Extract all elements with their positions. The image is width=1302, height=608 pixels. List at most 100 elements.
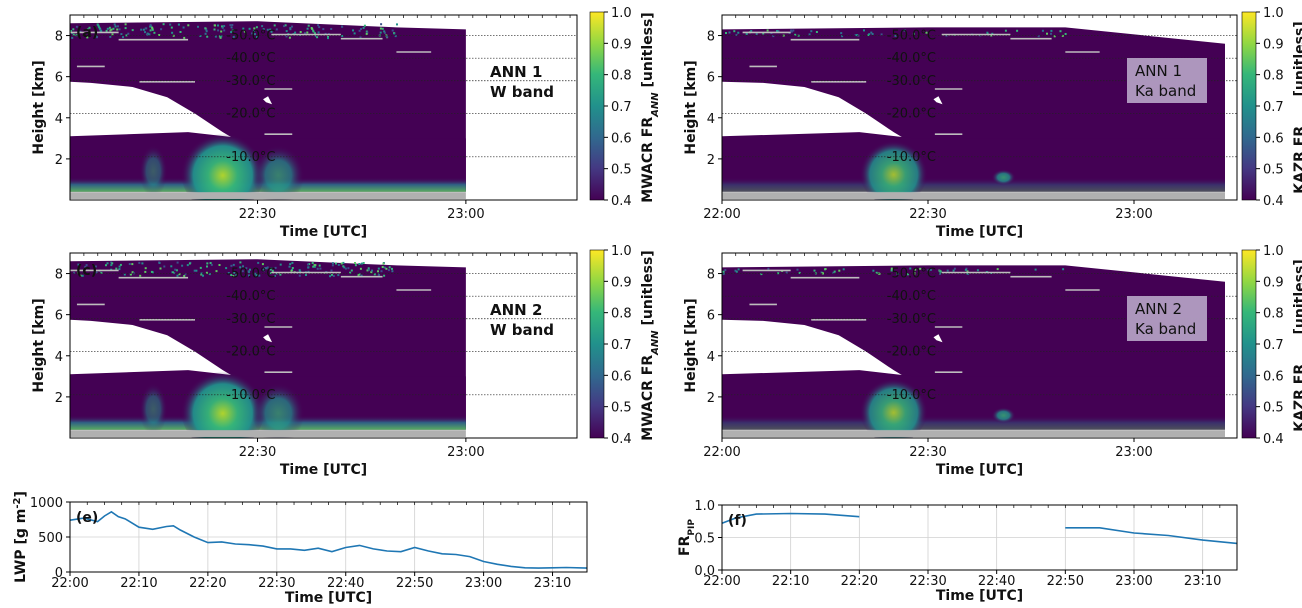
x-tick-label: 23:10	[1184, 574, 1221, 589]
x-tick-label: 23:00	[1115, 207, 1152, 222]
ground-clutter	[70, 430, 466, 437]
annotation-line2: Ka band	[1135, 82, 1196, 100]
colorbar	[1241, 249, 1257, 439]
annotation-line1: ANN 2	[1135, 300, 1182, 318]
rime-hotspot	[859, 375, 928, 438]
colorbar-tick-label: 0.6	[611, 369, 632, 384]
y-axis-label: Height [km]	[31, 298, 47, 392]
panel-a: -50.0°C -40.0°C -30.0°C -20.0°C -10.0°C 2 4 6 8 2…	[31, 6, 661, 240]
y-axis-label: FRPIP	[677, 519, 697, 556]
x-tick-label: 22:10	[120, 576, 157, 591]
colorbar	[589, 249, 605, 439]
isotherm-label: -10.0°C	[226, 388, 275, 403]
colorbar-tick-label: 1.0	[1263, 244, 1284, 259]
ground-clutter	[722, 430, 1225, 437]
colorbar-label: MWACR FRANN [unitless]	[640, 12, 661, 202]
colorbar-tick-label: 1.0	[611, 6, 632, 21]
x-tick-label: 22:30	[909, 207, 946, 222]
y-tick-label: 4	[707, 350, 715, 365]
panel-label: (e)	[76, 510, 98, 526]
isotherm-label: -30.0°C	[887, 312, 936, 327]
annotation-box	[1127, 296, 1207, 341]
y-tick-label: 4	[55, 112, 63, 127]
x-tick-label: 22:00	[703, 445, 740, 460]
x-tick-label: 22:00	[51, 576, 88, 591]
isotherm-label: -50.0°C	[226, 267, 275, 282]
y-tick-label: 0.0	[694, 564, 715, 579]
isotherm-label: -30.0°C	[887, 74, 936, 89]
colorbar	[589, 11, 605, 201]
colorbar-tick-label: 0.4	[1263, 432, 1284, 447]
y-axis-label: Height [km]	[683, 60, 699, 154]
annotation-line1: ANN 1	[1135, 62, 1182, 80]
colorbar-tick-label: 0.4	[1263, 194, 1284, 209]
x-axis-label: Time [UTC]	[285, 590, 372, 606]
x-tick-label: 22:50	[1047, 574, 1084, 589]
colorbar-tick-label: 0.7	[1263, 338, 1284, 353]
isotherm-label: -40.0°C	[887, 51, 936, 66]
annotation-line2: Ka band	[1135, 320, 1196, 338]
x-axis-label: Time [UTC]	[280, 224, 367, 240]
isotherm-label: -40.0°C	[226, 51, 275, 66]
colorbar-tick-label: 0.8	[1263, 69, 1284, 84]
x-tick-label: 22:30	[239, 207, 276, 222]
series-line-2	[1065, 526, 1238, 545]
y-tick-label: 6	[707, 71, 715, 86]
y-tick-label: 8	[707, 30, 715, 45]
x-tick-label: 22:10	[772, 574, 809, 589]
lower-cloud	[722, 132, 1225, 192]
y-tick-label: 6	[707, 309, 715, 324]
x-tick-label: 23:00	[447, 445, 484, 460]
colorbar-tick-label: 0.9	[1263, 275, 1284, 290]
colorbar-tick-label: 0.8	[611, 69, 632, 84]
x-tick-label: 23:00	[1115, 574, 1152, 589]
y-tick-label: 2	[707, 391, 715, 406]
colorbar-tick-label: 0.6	[611, 131, 632, 146]
isotherm-label: -20.0°C	[887, 345, 936, 360]
x-tick-label: 22:20	[841, 574, 878, 589]
plot-frame	[721, 14, 1238, 201]
colorbar-tick-label: 0.7	[611, 338, 632, 353]
colorbar-tick-label: 0.4	[611, 194, 632, 209]
colorbar-tick-label: 0.6	[1263, 131, 1284, 146]
isotherm-label: -10.0°C	[887, 150, 936, 165]
x-tick-label: 22:30	[258, 576, 295, 591]
rime-hotspot	[180, 129, 265, 200]
x-tick-label: 22:30	[239, 445, 276, 460]
x-tick-label: 22:40	[978, 574, 1015, 589]
colorbar-tick-label: 0.8	[1263, 307, 1284, 322]
plot-frame	[69, 14, 578, 201]
colorbar-tick-label: 0.5	[611, 401, 632, 416]
plot-frame	[721, 252, 1238, 439]
colorbar-tick-label: 0.9	[1263, 37, 1284, 52]
y-tick-label: 6	[55, 71, 63, 86]
y-tick-label: 8	[55, 30, 63, 45]
surface-band	[722, 177, 1225, 192]
x-tick-label: 22:00	[703, 207, 740, 222]
x-axis-label: Time [UTC]	[936, 224, 1023, 240]
isotherm-label: -40.0°C	[226, 289, 275, 304]
annotation-line2: W band	[490, 321, 554, 339]
y-tick-label: 1000	[30, 496, 63, 511]
x-tick-label: 23:00	[1115, 445, 1152, 460]
y-tick-label: 2	[55, 391, 63, 406]
x-tick-label: 23:00	[465, 576, 502, 591]
colorbar-tick-label: 0.6	[1263, 369, 1284, 384]
y-tick-label: 4	[55, 350, 63, 365]
isotherm-label: -20.0°C	[226, 345, 275, 360]
plot-area: -50.0°C -40.0°C -30.0°C -20.0°C -10.0°C	[722, 265, 1237, 438]
colorbar-tick-label: 0.7	[1263, 100, 1284, 115]
rime-hotspot	[859, 137, 928, 200]
x-tick-label: 23:00	[447, 207, 484, 222]
colorbar-tick-label: 0.9	[611, 275, 632, 290]
colorbar-tick-label: 1.0	[1263, 6, 1284, 21]
colorbar-tick-label: 0.5	[1263, 163, 1284, 178]
colorbar-tick-label: 0.4	[611, 432, 632, 447]
ground-clutter	[722, 192, 1225, 199]
x-axis-label: Time [UTC]	[280, 462, 367, 478]
x-tick-label: 22:50	[396, 576, 433, 591]
colorbar-label: KAZR FRANN [unitless]	[1292, 21, 1302, 193]
y-tick-label: 8	[707, 268, 715, 283]
panel-label: (c)	[76, 263, 97, 279]
